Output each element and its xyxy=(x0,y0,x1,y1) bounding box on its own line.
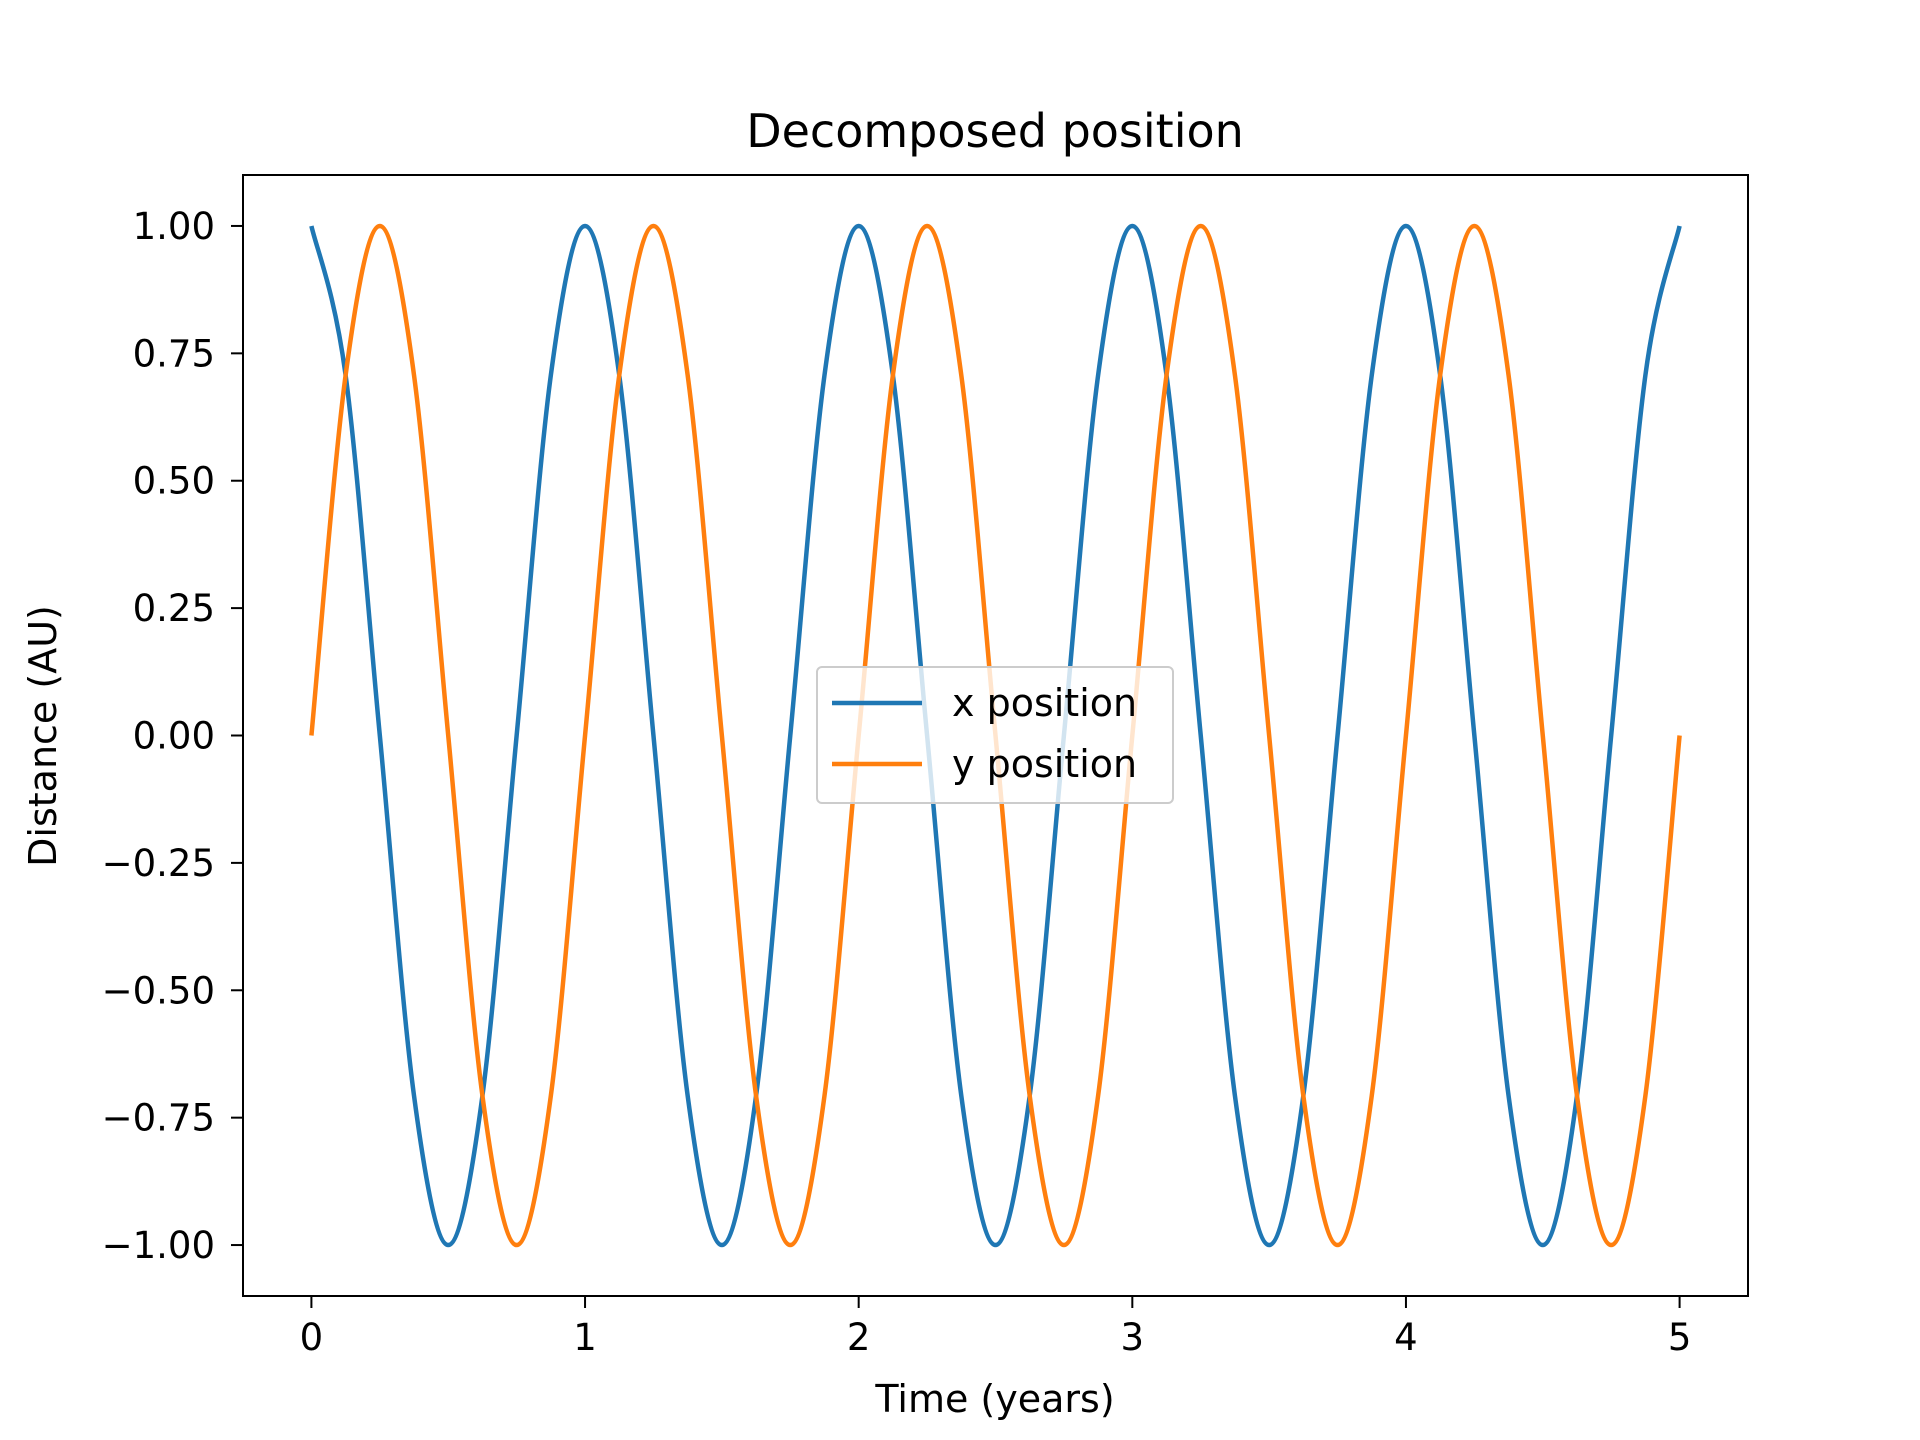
y-tick-label: 0.25 xyxy=(133,587,215,630)
y-tick-label: −0.50 xyxy=(102,969,215,1012)
legend-label: y position xyxy=(952,742,1137,786)
x-tick-label: 0 xyxy=(300,1316,324,1359)
x-tick-label: 3 xyxy=(1121,1316,1145,1359)
y-tick-label: 1.00 xyxy=(133,205,215,248)
series-line-x-position xyxy=(309,223,1682,1248)
y-tick-label: 0.50 xyxy=(133,460,215,503)
plot-frame xyxy=(242,174,1749,1297)
y-tick-label: 0.75 xyxy=(133,332,215,375)
x-tick-label: 1 xyxy=(573,1316,597,1359)
y-tick-label: −0.75 xyxy=(102,1097,215,1140)
y-tick-label: 0.00 xyxy=(133,715,215,758)
x-axis-label: Time (years) xyxy=(874,1377,1114,1421)
axis-ticks: 0 1 2 3 4 5 1.00 0.75 0.50 0.25 0.00 −0.25 −0.50 −0.7… xyxy=(102,205,1692,1359)
legend-label: x position xyxy=(952,681,1137,725)
x-tick-label: 2 xyxy=(847,1316,871,1359)
x-tick-label: 5 xyxy=(1668,1316,1692,1359)
y-tick-label: −0.25 xyxy=(102,842,215,885)
y-axis-label: Distance (AU) xyxy=(21,605,65,867)
chart-title: Decomposed position xyxy=(746,104,1244,158)
y-tick-label: −1.00 xyxy=(102,1224,215,1267)
legend: x position y position xyxy=(816,666,1174,804)
x-tick-label: 4 xyxy=(1394,1316,1418,1359)
